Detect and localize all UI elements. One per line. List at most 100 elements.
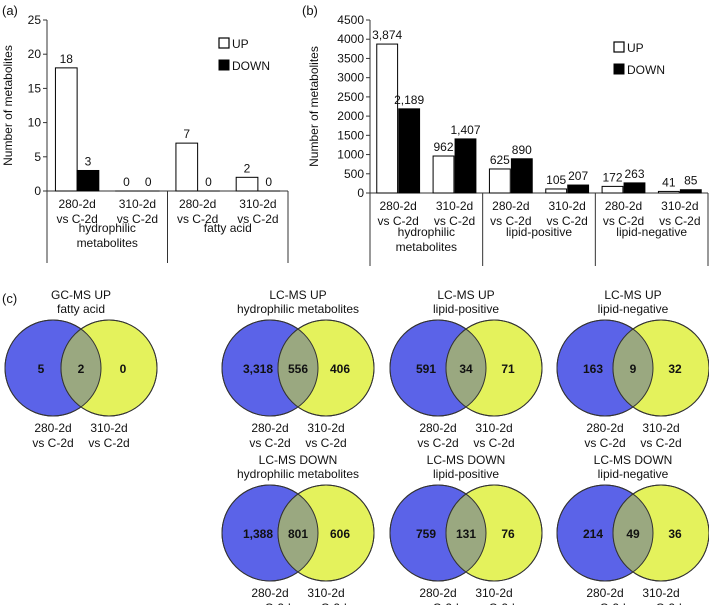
bar-value-label: 0 xyxy=(265,175,272,189)
venn-title: lipid-negative xyxy=(598,302,669,316)
group-label: lipid-positive xyxy=(506,225,572,239)
legend-label-down: DOWN xyxy=(627,63,665,77)
group-label: fatty acid xyxy=(204,221,252,235)
venn-right-set-label: vs C-2d xyxy=(305,436,346,450)
legend-swatch-down xyxy=(218,59,230,71)
venn-right-set-label: 310-2d xyxy=(475,421,512,435)
venn-right-outline xyxy=(612,319,709,417)
bar-up xyxy=(432,155,455,194)
y-tick-label: 0 xyxy=(357,186,364,200)
venn-diagram: LC-MS DOWNlipid-positive75913176280-2dvs… xyxy=(389,453,543,605)
bar-up xyxy=(235,176,259,192)
venn-title: hydrophilic metabolites xyxy=(237,302,359,316)
venn-left-outline xyxy=(389,484,487,582)
venn-left-outline xyxy=(221,484,319,582)
venn-left-count: 591 xyxy=(416,362,436,376)
legend-swatch-down xyxy=(613,63,625,75)
x-category-label: vs C-2d xyxy=(117,212,158,226)
venn-left-outline xyxy=(221,319,319,417)
x-category-label: vs C-2d xyxy=(377,214,418,228)
x-category-label: vs C-2d xyxy=(434,214,475,228)
bar-value-label: 625 xyxy=(490,153,510,167)
venn-overlap-count: 9 xyxy=(630,362,637,376)
y-tick-label: 3500 xyxy=(337,51,364,65)
bar-down xyxy=(679,189,702,194)
bar-up xyxy=(545,188,568,194)
venn-right-set-label: 310-2d xyxy=(642,421,679,435)
venn-overlap-count: 2 xyxy=(78,362,85,376)
venn-title: LC-MS DOWN xyxy=(594,453,673,467)
venn-right-outline xyxy=(612,484,709,582)
panel-label: (a) xyxy=(2,3,18,18)
y-tick-label: 10 xyxy=(28,116,42,130)
bar-up xyxy=(175,142,199,192)
panel-label: (c) xyxy=(2,291,17,306)
bar-up xyxy=(657,190,680,194)
bar-value-label: 3 xyxy=(85,154,92,168)
venn-overlap-region xyxy=(613,320,653,416)
bar-value-label: 2,189 xyxy=(394,93,424,107)
venn-left-set-label: 280-2d xyxy=(586,421,623,435)
y-tick-label: 2500 xyxy=(337,90,364,104)
y-tick-label: 15 xyxy=(28,81,42,95)
bar-value-label: 18 xyxy=(60,52,74,66)
venn-left-count: 1,388 xyxy=(243,527,273,541)
bar-value-label: 172 xyxy=(602,170,622,184)
venn-right-count: 406 xyxy=(330,362,350,376)
venn-diagram: LC-MS DOWNlipid-negative2144936280-2dvs … xyxy=(556,453,709,605)
venn-overlap-region xyxy=(278,485,318,581)
venn-right-outline xyxy=(60,319,158,417)
bar-down xyxy=(510,158,533,194)
venn-right-count: 76 xyxy=(501,527,515,541)
venn-title: LC-MS DOWN xyxy=(427,453,506,467)
panel-label: (b) xyxy=(302,3,318,18)
venn-left-set-label: vs C-2d xyxy=(584,601,625,605)
y-axis-title: Number of metabolites xyxy=(307,46,321,167)
venn-right-count: 32 xyxy=(668,362,682,376)
bar-value-label: 41 xyxy=(662,175,676,189)
legend-label-up: UP xyxy=(627,41,644,55)
venn-left-set-label: vs C-2d xyxy=(417,601,458,605)
legend-label-up: UP xyxy=(232,37,249,51)
bar-down xyxy=(454,138,477,194)
venn-overlap-count: 34 xyxy=(459,362,473,376)
x-category-label: vs C-2d xyxy=(546,214,587,228)
venn-title: LC-MS UP xyxy=(604,288,661,302)
bar-value-label: 0 xyxy=(123,175,130,189)
x-category-label: vs C-2d xyxy=(56,212,97,226)
bar-value-label: 962 xyxy=(433,140,453,154)
bar-value-label: 85 xyxy=(684,174,698,188)
venn-right-set-label: vs C-2d xyxy=(473,436,514,450)
venn-title: LC-MS UP xyxy=(437,288,494,302)
x-category-label: vs C-2d xyxy=(603,214,644,228)
y-tick-label: 1000 xyxy=(337,148,364,162)
venn-overlap-region xyxy=(446,485,486,581)
bar-down xyxy=(567,184,590,194)
venn-right-set-label: 310-2d xyxy=(475,586,512,600)
x-category-label: vs C-2d xyxy=(177,212,218,226)
venn-left-set-label: vs C-2d xyxy=(249,601,290,605)
venn-right-set-label: vs C-2d xyxy=(88,436,129,450)
venn-overlap-count: 801 xyxy=(288,527,308,541)
venn-right-set-label: vs C-2d xyxy=(640,436,681,450)
venn-right-outline xyxy=(277,319,375,417)
x-category-label: vs C-2d xyxy=(490,214,531,228)
x-category-label: 280-2d xyxy=(58,197,95,211)
venn-overlap-count: 131 xyxy=(456,527,476,541)
venn-overlap-count: 49 xyxy=(626,527,640,541)
bar-down xyxy=(623,182,646,194)
venn-right-set-label: vs C-2d xyxy=(305,601,346,605)
y-tick-label: 4500 xyxy=(337,13,364,27)
bar-value-label: 7 xyxy=(183,127,190,141)
bar-up xyxy=(54,67,78,192)
venn-right-set-label: 310-2d xyxy=(307,586,344,600)
bar-down xyxy=(398,108,421,194)
venn-left-set-label: 280-2d xyxy=(586,586,623,600)
venn-left-set-label: 280-2d xyxy=(251,421,288,435)
